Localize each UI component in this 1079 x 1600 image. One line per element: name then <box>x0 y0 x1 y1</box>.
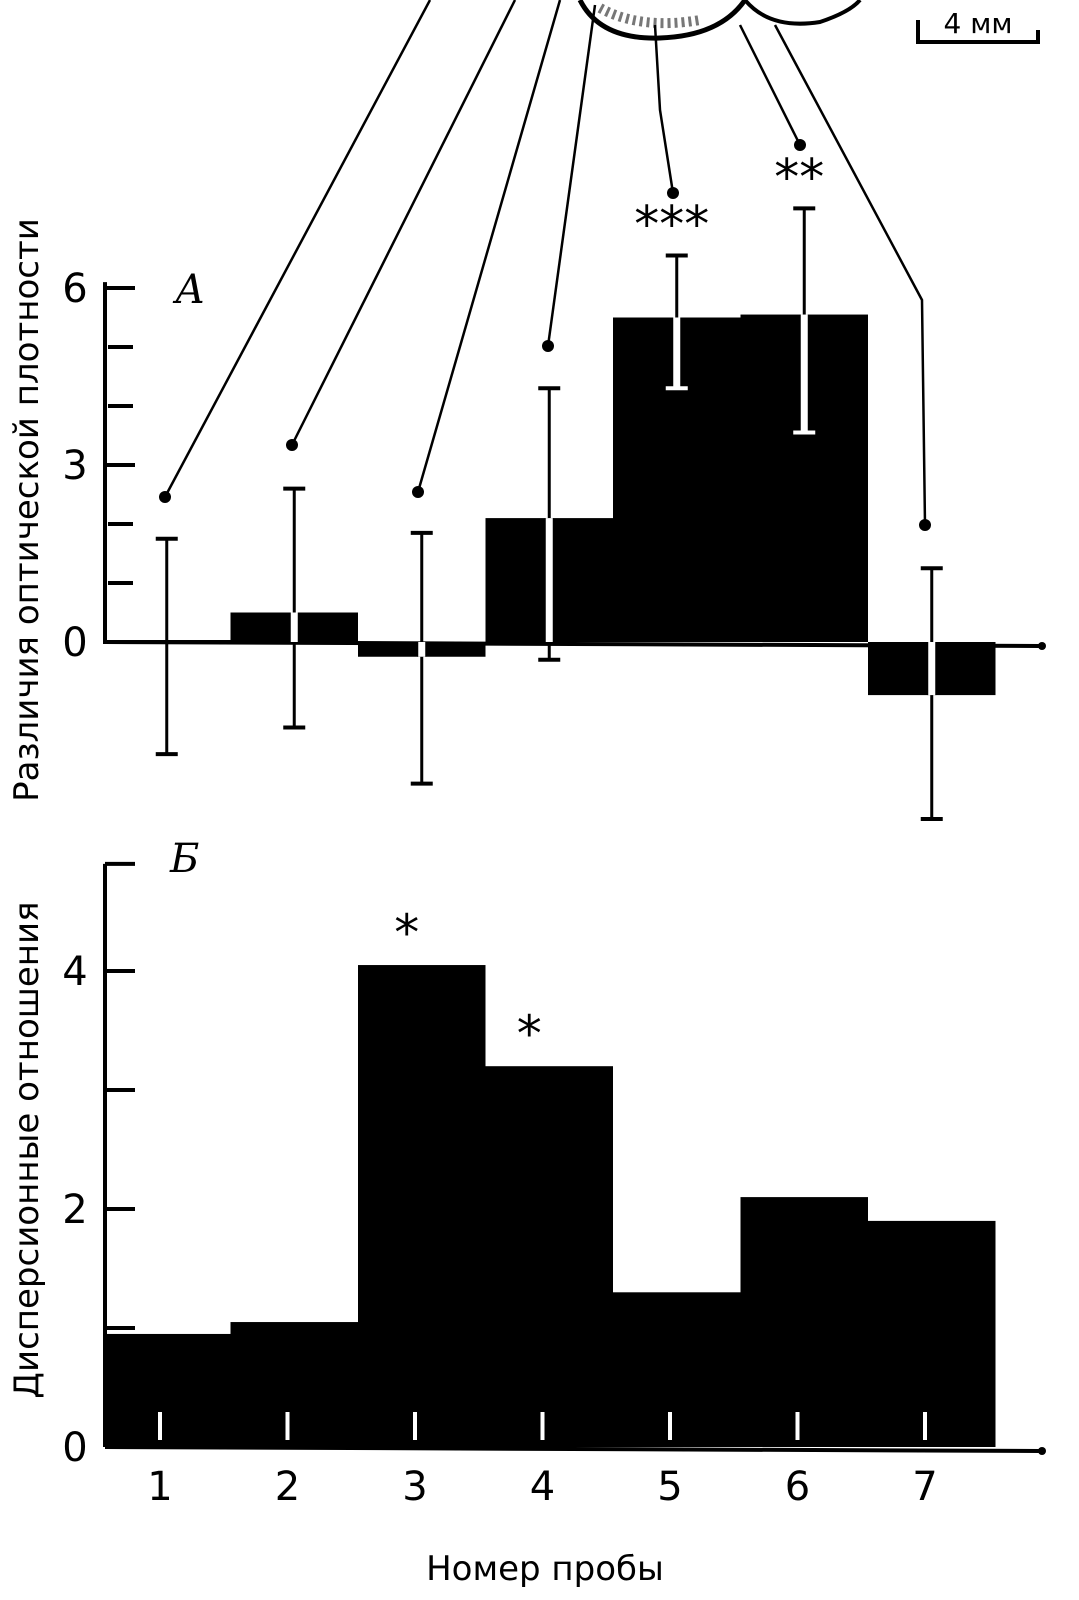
bar-b-7 <box>868 1220 996 1447</box>
x-tick-label-3: 3 <box>402 1464 427 1510</box>
x-tick-label-1: 1 <box>147 1464 172 1510</box>
error-bar-a-2 <box>283 486 306 730</box>
bar-b-1 <box>103 1333 231 1447</box>
error-bar-a-6 <box>792 206 817 437</box>
x-tick-label-6: 6 <box>785 1464 810 1510</box>
probe-leader-2 <box>286 0 517 451</box>
y-tick-label-b: 2 <box>62 1187 87 1233</box>
y-tick-label-a: 6 <box>62 266 87 312</box>
y-tick-label-b: 4 <box>62 949 87 995</box>
error-bar-a-7 <box>920 566 943 821</box>
significance-b-4: * <box>517 1005 542 1063</box>
axis-end-dot-a <box>1038 642 1046 650</box>
error-bar-a-1 <box>155 536 178 757</box>
x-tick-label-2: 2 <box>275 1464 300 1510</box>
x-tick-label-5: 5 <box>657 1464 682 1510</box>
bar-b-4 <box>485 1066 613 1447</box>
probe-leader-6 <box>738 24 806 151</box>
significance-a-6: ** <box>774 148 824 206</box>
y-tick-label-b: 0 <box>62 1425 87 1471</box>
axis-end-dot-b <box>1038 1447 1046 1455</box>
significance-a-5: *** <box>634 196 709 254</box>
y-tick-label-a: 3 <box>62 443 87 489</box>
y-axis-label-b: Дисперсионные отношения <box>7 901 47 1398</box>
significance-b-3: * <box>394 904 419 962</box>
specimen-illustration <box>577 0 862 41</box>
probe-leader-1 <box>159 0 432 503</box>
probe-leader-3 <box>412 0 562 498</box>
x-tick-label-7: 7 <box>912 1464 937 1510</box>
error-bar-a-3 <box>410 530 433 786</box>
y-axis-label-a: Различия оптической плотности <box>7 218 47 802</box>
panel-label-a: А <box>172 267 205 313</box>
error-bar-a-4 <box>538 386 561 662</box>
scale-bar: 4 мм <box>916 7 1040 44</box>
probe-leader-7 <box>773 24 931 531</box>
scale-bar-label: 4 мм <box>944 7 1013 40</box>
bar-b-2 <box>230 1322 358 1447</box>
x-axis-line-b <box>104 1445 1041 1453</box>
probe-leader-4 <box>542 4 597 352</box>
panel-label-b: Б <box>169 836 199 882</box>
probe-leader-5 <box>653 24 679 199</box>
y-tick-label-a: 0 <box>62 620 87 666</box>
chart-panel-a: Различия оптической плотности А 036 ****… <box>7 0 1046 821</box>
bar-b-3 <box>358 965 486 1447</box>
bar-b-6 <box>740 1197 868 1447</box>
x-axis-label: Номер пробы <box>426 1549 664 1589</box>
chart-panel-b: Дисперсионные отношения Б 0 2 4 * * 1 2 3 4 5 6 7… <box>7 836 1046 1589</box>
x-tick-label-4: 4 <box>530 1464 555 1510</box>
bar-b-5 <box>613 1292 741 1447</box>
error-bar-a-5 <box>664 253 689 392</box>
